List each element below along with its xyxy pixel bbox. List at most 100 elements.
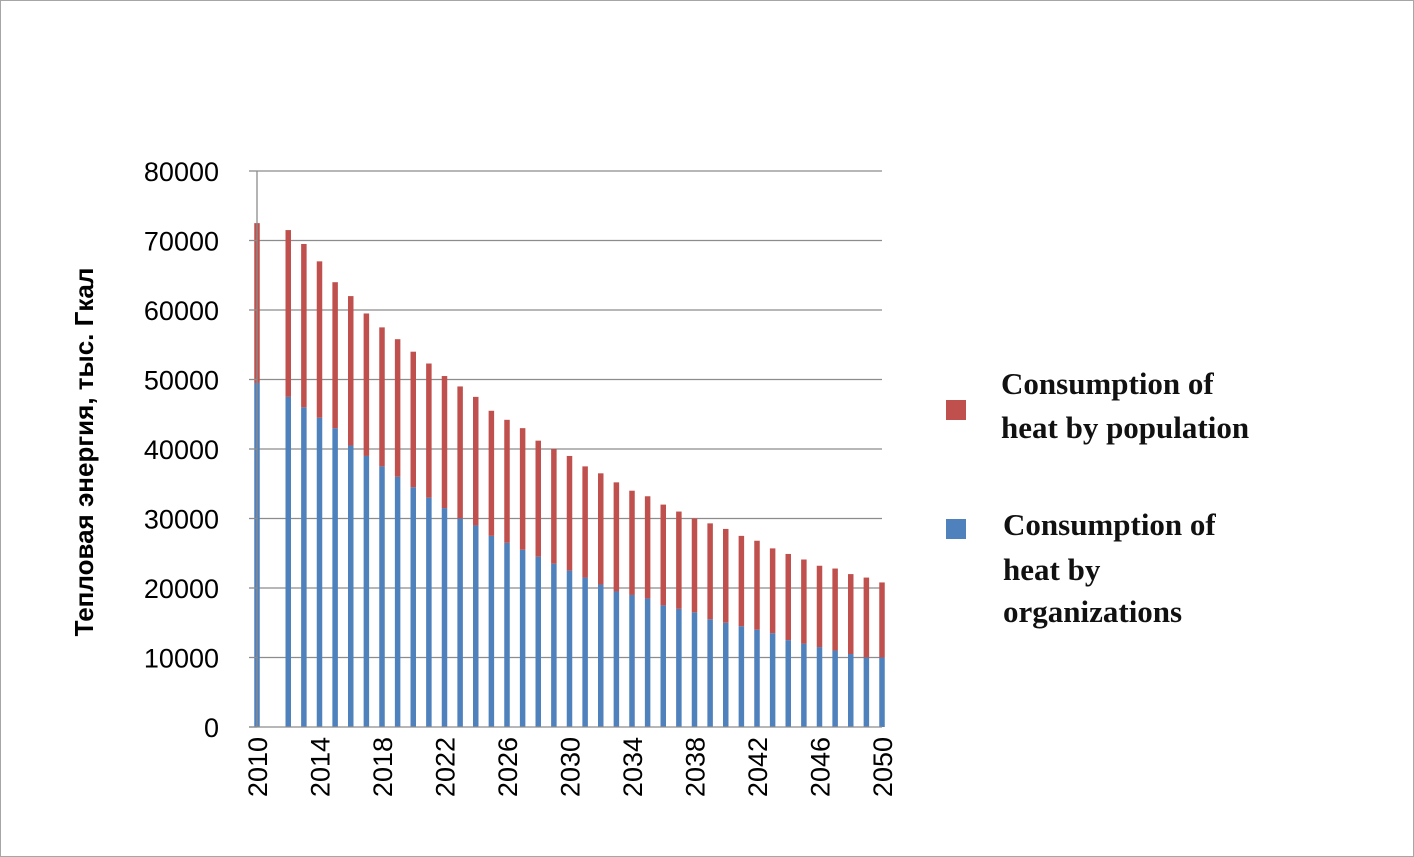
bar-population [394, 339, 401, 477]
bar-organizations [379, 466, 385, 727]
bar-population [816, 565, 823, 648]
bar-population [566, 455, 573, 571]
bar-organizations [457, 518, 463, 727]
gridlines [257, 170, 882, 659]
y-tick-label: 10000 [144, 644, 219, 674]
legend-label-population-line2: heat by population [1001, 410, 1249, 445]
y-tick-label: 70000 [144, 227, 219, 257]
legend-swatch-population [946, 400, 966, 420]
bar-organizations [738, 626, 745, 727]
y-tick-label: 0 [204, 713, 219, 743]
x-tick-label: 2010 [243, 737, 273, 797]
x-tick-labels: 2010 2014 2018 2022 2026 2030 2034 2038 2042 2046… [243, 737, 898, 797]
bar-population [738, 535, 745, 627]
x-tick-label: 2038 [681, 737, 711, 797]
bar-organizations [660, 605, 666, 727]
bar-population [644, 496, 651, 599]
bar-organizations [473, 525, 479, 727]
bar-population [848, 574, 854, 655]
bar-organizations [613, 591, 620, 727]
x-tick-label: 2042 [743, 737, 773, 797]
bar-organizations [629, 594, 635, 727]
bar-population [410, 351, 416, 488]
bar-population [519, 428, 526, 550]
legend-label-population-line1: Consumption of [1001, 366, 1214, 401]
x-tick-label: 2046 [806, 737, 836, 797]
bar-population [379, 327, 385, 467]
bar-population [488, 410, 495, 536]
x-tick-label: 2022 [431, 737, 461, 797]
legend-item-organizations: Consumption of heat by organizations [946, 507, 1216, 629]
bar-population [785, 553, 791, 641]
bar-population [285, 230, 291, 397]
axes [249, 170, 882, 728]
legend-label-organizations-line1: Consumption of [1003, 507, 1216, 542]
legend-label-organizations-line2: heat by [1003, 552, 1101, 587]
bar-organizations [707, 619, 713, 727]
bar-organizations [348, 445, 354, 727]
bar-organizations [285, 396, 291, 727]
bar-organizations [644, 598, 651, 727]
bar-organizations [848, 654, 854, 727]
bar-organizations [551, 563, 557, 727]
bar-organizations [363, 455, 370, 727]
x-tick-label: 2034 [618, 737, 648, 797]
y-tick-labels: 0 10000 20000 30000 40000 50000 60000 70000 8000… [144, 157, 219, 743]
x-tick-label: 2026 [493, 737, 523, 797]
bar-organizations [582, 577, 588, 727]
bar-series [254, 223, 885, 727]
x-tick-label: 2014 [306, 737, 336, 797]
bar-organizations [519, 549, 526, 727]
bar-organizations [394, 476, 401, 727]
bar-organizations [410, 487, 416, 727]
bar-population [598, 473, 604, 585]
bar-population [441, 376, 448, 509]
bar-population [301, 243, 307, 408]
bar-organizations [691, 612, 698, 727]
bar-organizations [535, 556, 541, 727]
y-tick-label: 40000 [144, 435, 219, 465]
bar-population [363, 313, 370, 456]
legend-item-population: Consumption of heat by population [946, 366, 1249, 445]
bar-population [316, 261, 323, 418]
bar-population [582, 466, 588, 578]
x-tick-label: 2030 [556, 737, 586, 797]
x-tick-label: 2018 [368, 737, 398, 797]
bar-population [723, 528, 729, 623]
bar-population [473, 396, 479, 526]
bar-population [691, 518, 698, 613]
bar-population [676, 511, 682, 609]
bar-population [769, 548, 776, 634]
bar-population [801, 559, 807, 644]
y-tick-label: 80000 [144, 157, 219, 187]
bar-population [879, 582, 885, 658]
bar-organizations [301, 407, 307, 727]
y-tick-label: 20000 [144, 574, 219, 604]
bar-organizations [723, 622, 729, 727]
bar-population [660, 504, 666, 606]
bar-population [535, 440, 541, 557]
bar-population [832, 568, 838, 651]
bar-organizations [769, 633, 776, 727]
bar-organizations [863, 657, 870, 727]
bar-organizations [785, 640, 791, 727]
bar-organizations [426, 497, 432, 727]
bar-organizations [754, 629, 760, 727]
bar-organizations [801, 643, 807, 727]
bar-organizations [879, 657, 885, 727]
y-tick-label: 60000 [144, 296, 219, 326]
bar-population [426, 363, 432, 498]
bar-organizations [488, 535, 495, 727]
bar-organizations [816, 647, 823, 727]
bar-population [332, 282, 338, 429]
y-axis-label: Тепловая энергия, тыс. Гкал [69, 268, 99, 637]
bar-organizations [832, 650, 838, 727]
legend: Consumption of heat by population Consum… [946, 366, 1249, 629]
bar-population [613, 482, 620, 592]
bar-population [348, 296, 354, 446]
bar-organizations [598, 584, 604, 727]
bar-population [863, 577, 870, 658]
bar-population [504, 419, 510, 543]
bar-organizations [504, 542, 510, 727]
